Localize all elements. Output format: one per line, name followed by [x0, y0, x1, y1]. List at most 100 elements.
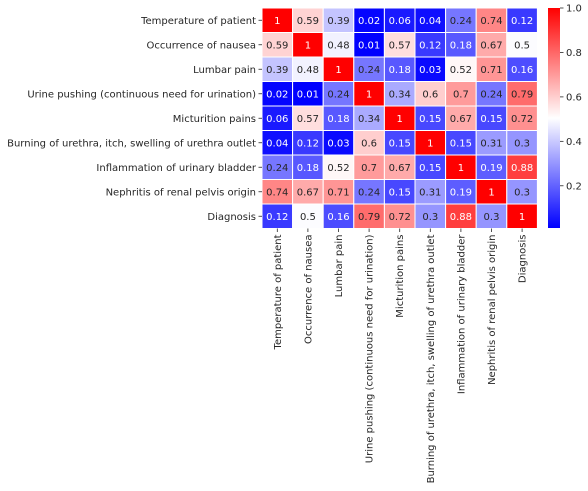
colorbar: 0.2 0.4 0.6 0.8 1.0: [548, 4, 582, 228]
cell-value-label: 0.3: [422, 212, 438, 223]
heatmap-cell-r7-c3: [353, 179, 385, 205]
cell-value-label: 0.59: [297, 16, 319, 27]
cell-value-label: 0.88: [511, 163, 533, 174]
x-tick-label: Burning of urethra, itch, swelling of ur…: [426, 234, 437, 483]
y-tick-label: Occurrence of nausea: [147, 40, 256, 51]
cell-value-label: 0.06: [389, 16, 411, 27]
x-tick-label: Diagnosis: [518, 235, 529, 284]
cell-value-label: 0.74: [480, 16, 502, 27]
heatmap-cell-r7-c2: [322, 179, 355, 205]
cell-value-label: 0.12: [297, 138, 319, 149]
heatmap-cell-r2-c0: [261, 56, 294, 82]
cell-value-label: 0.15: [389, 138, 411, 149]
x-tick-label: Inflammation of urinary bladder: [456, 234, 467, 394]
cell-value-label: 0.15: [480, 114, 502, 125]
heatmap-cell-r7-c4: [383, 179, 416, 205]
cell-value-label: 0.15: [419, 114, 441, 125]
heatmap-cell-r1-c6: [445, 32, 477, 58]
cell-value-label: 0.74: [266, 187, 288, 198]
cell-value-label: 1: [274, 16, 280, 27]
heatmap-cell-r2-c1: [292, 56, 324, 82]
cell-value-label: 1: [488, 187, 494, 198]
cell-value-label: 0.06: [266, 114, 288, 125]
heatmap-cells: 1 0.59 0.39 0.02 0.06 0.04 0.24 0.74 0.12 0.59 1 0.…: [261, 7, 538, 229]
cell-value-label: 0.12: [511, 16, 533, 27]
heatmap-cell-r4-c8: [506, 105, 538, 131]
cell-value-label: 0.02: [358, 16, 380, 27]
cell-value-label: 0.57: [297, 114, 319, 125]
y-tick-label: Burning of urethra, itch, swelling of ur…: [7, 138, 256, 149]
heatmap-cell-r1-c4: [383, 32, 416, 58]
y-tick-label: Temperature of patient: [140, 16, 256, 27]
cell-value-label: 0.52: [450, 65, 472, 76]
heatmap-cell-r2-c4: [383, 56, 416, 82]
cell-value-label: 0.67: [450, 114, 472, 125]
cell-value-label: 0.16: [511, 65, 533, 76]
cell-value-label: 0.5: [300, 212, 316, 223]
heatmap-cell-r4-c5: [414, 105, 447, 131]
cell-value-label: 0.18: [389, 65, 411, 76]
cell-value-label: 1: [397, 114, 403, 125]
cell-value-label: 0.24: [450, 16, 472, 27]
cell-value-label: 0.39: [327, 16, 349, 27]
colorbar-tick-label: 0.8: [566, 48, 582, 59]
cell-value-label: 1: [519, 212, 525, 223]
heatmap-cell-r5-c5: [414, 130, 447, 156]
cell-value-label: 0.72: [511, 114, 533, 125]
x-axis-tick-labels: Temperature of patient Occurrence of naus…: [273, 228, 529, 483]
cell-value-label: 0.88: [450, 212, 472, 223]
cell-value-label: 0.24: [358, 187, 380, 198]
heatmap-cell-r8-c4: [383, 203, 416, 229]
x-tick-label: Occurrence of nausea: [303, 235, 314, 344]
x-tick-label: Lumbar pain: [334, 235, 345, 298]
cell-value-label: 0.48: [297, 65, 319, 76]
cell-value-label: 0.52: [327, 163, 349, 174]
cell-value-label: 0.16: [327, 212, 349, 223]
cell-value-label: 1: [305, 40, 311, 51]
x-tick-label: Temperature of patient: [273, 234, 284, 350]
y-axis-tick-labels: Temperature of patient Occurrence of naus…: [7, 16, 262, 223]
heatmap-cell-r5-c7: [475, 130, 508, 156]
heatmap-cell-r2-c8: [506, 56, 538, 82]
heatmap-cell-r5-c0: [261, 130, 294, 156]
y-tick-label: Diagnosis: [207, 212, 256, 223]
cell-value-label: 0.03: [327, 138, 349, 149]
heatmap-cell-r5-c3: [353, 130, 385, 156]
heatmap-cell-r7-c5: [414, 179, 447, 205]
cell-value-label: 0.67: [389, 163, 411, 174]
cell-value-label: 0.24: [327, 89, 349, 100]
cell-value-label: 0.19: [480, 163, 502, 174]
heatmap-cell-r8-c2: [322, 203, 355, 229]
cell-value-label: 0.5: [514, 40, 530, 51]
heatmap-cell-r6-c6: [445, 154, 477, 180]
colorbar-tick-label: 1.0: [566, 4, 582, 15]
cell-value-label: 0.18: [450, 40, 472, 51]
cell-value-label: 0.3: [514, 138, 530, 149]
y-tick-label: Urine pushing (continuous need for urina…: [27, 89, 256, 100]
heatmap-cell-r7-c0: [261, 179, 294, 205]
cell-value-label: 0.72: [389, 212, 411, 223]
cell-value-label: 0.79: [511, 89, 533, 100]
cell-value-label: 0.04: [419, 16, 441, 27]
heatmap-cell-r4-c0: [261, 105, 294, 131]
cell-value-label: 1: [427, 138, 433, 149]
cell-value-label: 0.67: [480, 40, 502, 51]
cell-value-label: 0.48: [327, 40, 349, 51]
cell-value-label: 0.24: [266, 163, 288, 174]
heatmap-cell-r6-c4: [383, 154, 416, 180]
cell-value-label: 0.12: [266, 212, 288, 223]
heatmap-cell-r3-c1: [292, 81, 324, 107]
heatmap-cell-r0-c5: [414, 7, 447, 33]
cell-value-label: 0.7: [453, 89, 469, 100]
cell-value-label: 0.59: [266, 40, 288, 51]
heatmap-cell-r8-c6: [445, 203, 477, 229]
cell-value-label: 0.03: [419, 65, 441, 76]
x-tick-label: Micturition pains: [395, 235, 406, 318]
x-tick-label: Urine pushing (continuous need for urina…: [365, 234, 376, 463]
cell-value-label: 0.15: [389, 187, 411, 198]
cell-value-label: 0.6: [361, 138, 377, 149]
cell-value-label: 0.01: [358, 40, 380, 51]
cell-value-label: 0.3: [514, 187, 530, 198]
heatmap-cell-r3-c3: [353, 81, 385, 107]
